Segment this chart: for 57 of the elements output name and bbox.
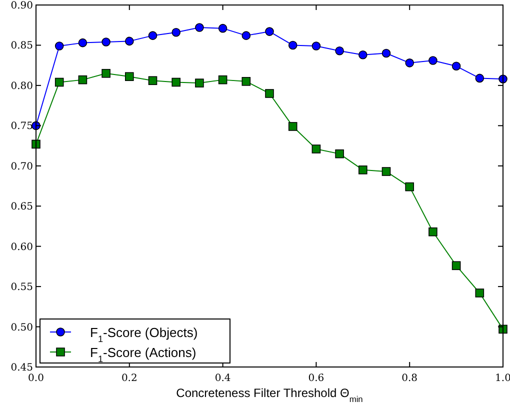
point: [358, 50, 368, 60]
point: [358, 166, 368, 174]
point: [382, 167, 391, 176]
x-tick-label: 0.2: [121, 373, 138, 384]
point: [218, 24, 228, 33]
point: [452, 62, 461, 71]
point: [335, 149, 344, 158]
point: [125, 36, 134, 46]
y-tick-label: 0.55: [10, 282, 33, 294]
point: [148, 76, 158, 86]
point: [172, 28, 180, 37]
point: [265, 27, 274, 36]
x-tick-label: 0.0: [28, 373, 44, 384]
point: [195, 23, 204, 32]
point: [125, 72, 134, 81]
y-tick-label: 0.80: [10, 80, 33, 92]
x-tick-label: 0.6: [308, 373, 324, 384]
y-tick-label: 0.90: [10, 0, 33, 12]
point: [405, 182, 414, 192]
y-tick-label: 0.65: [10, 202, 33, 213]
y-tick-label: 0.70: [10, 161, 33, 172]
point: [335, 46, 344, 56]
point: [312, 144, 321, 154]
legend-label: F$_{1}$-Score (Objects): [90, 325, 198, 344]
point: [475, 74, 484, 83]
point: [405, 58, 414, 68]
y-tick-label: 0.85: [10, 40, 33, 52]
point: [102, 38, 110, 46]
legend-label: F$_{1}$-Score (Actions): [90, 345, 196, 364]
point: [265, 89, 274, 98]
point: [475, 288, 484, 298]
point: [428, 56, 438, 65]
point: [288, 40, 298, 50]
point: [312, 42, 321, 50]
point: [195, 78, 204, 88]
x-tick-label: 0.8: [402, 373, 418, 384]
y-tick-label: 0.50: [10, 322, 33, 334]
point: [78, 75, 88, 84]
point: [54, 78, 64, 87]
y-tick-label: 0.75: [10, 121, 33, 132]
x-axis-title: Concreteness Filter Threshold Θ$_{min}$: [176, 386, 364, 404]
point: [428, 227, 438, 236]
point: [218, 75, 228, 84]
point: [102, 68, 110, 78]
y-tick-label: 0.45: [10, 362, 33, 374]
point: [172, 78, 180, 87]
point: [288, 122, 298, 131]
x-tick-label: 1.0: [495, 373, 510, 384]
point: [242, 31, 251, 40]
point: [382, 48, 391, 58]
point: [242, 77, 251, 86]
point: [452, 261, 461, 270]
y-tick-label: 0.60: [10, 242, 33, 253]
point: [78, 38, 88, 48]
point: [148, 31, 158, 40]
x-tick-label: 0.4: [214, 373, 231, 384]
point: [54, 42, 64, 50]
